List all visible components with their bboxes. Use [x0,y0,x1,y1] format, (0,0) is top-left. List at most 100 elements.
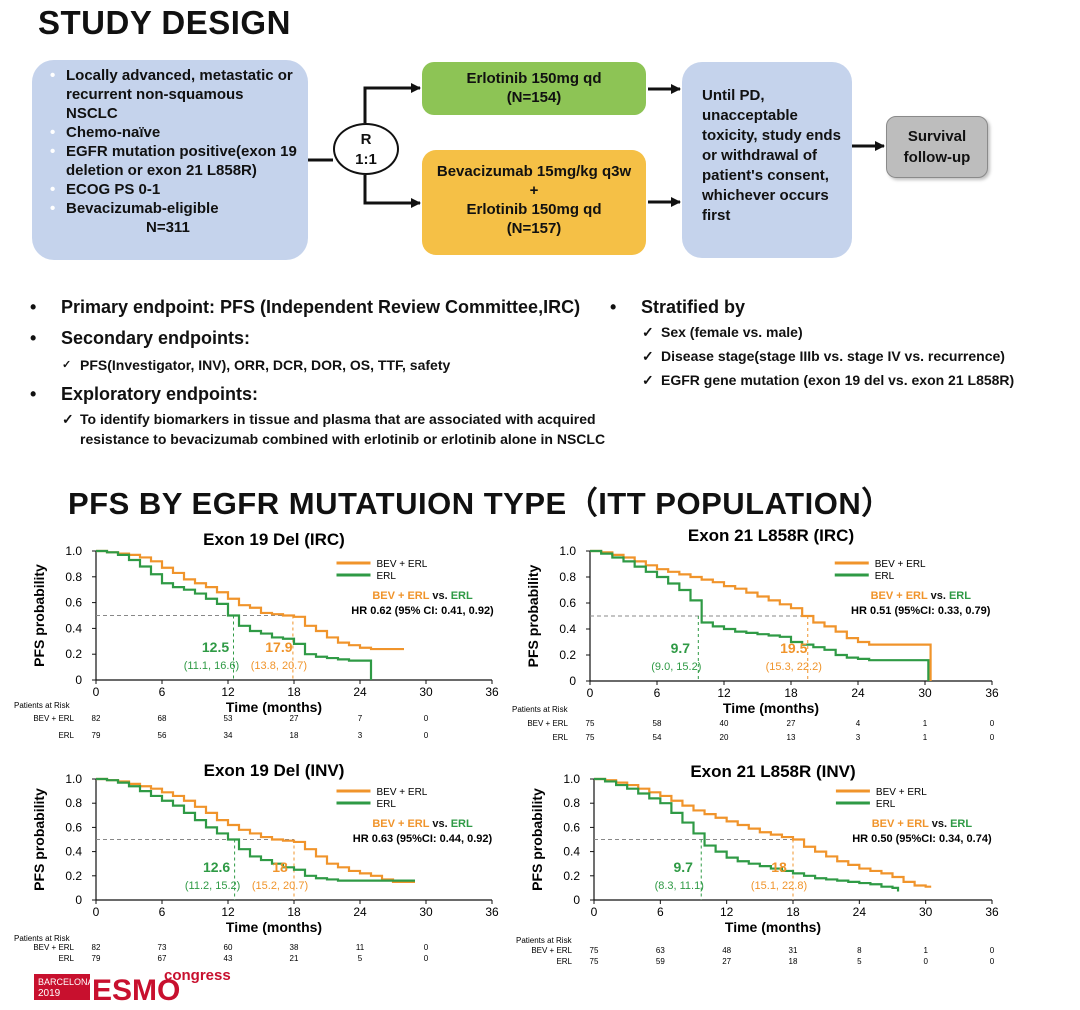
x-tick-label: 0 [93,905,100,919]
esmo-logo: BARCELONA 2019 ESMO congress [34,967,231,1006]
risk-count-bev: 82 [92,943,101,952]
bullet-icon: • [30,384,37,404]
risk-count-bev: 8 [857,946,862,955]
x-tick-label: 12 [717,686,731,700]
hr-vs-label: vs. [932,818,950,830]
y-tick-label: 0.8 [65,570,82,584]
median-bev-ci: (13.8, 20.7) [251,660,307,672]
risk-label-erl: ERL [58,731,74,740]
y-axis-label: PFS probability [31,564,47,667]
y-tick-label: 1.0 [65,772,82,786]
median-erl-ci: (11.1, 16.6) [184,660,239,672]
x-tick-label: 30 [919,905,933,919]
randomization-r: R [360,131,372,148]
risk-count-bev: 27 [290,714,299,723]
median-erl-ci: (11.2, 15.2) [185,880,240,892]
risk-count-bev: 60 [224,943,233,952]
risk-label-erl: ERL [556,957,572,966]
risk-count-bev: 40 [720,719,729,728]
bev-erl-curve [590,549,932,681]
risk-count-bev: 1 [923,719,928,728]
randomization-circle: R 1:1 [333,123,399,175]
x-tick-label: 30 [419,685,433,699]
check-icon: ✓ [62,411,74,427]
x-tick-label: 6 [654,686,661,700]
chart-title: Exon 19 Del (INV) [204,761,345,780]
risk-count-bev: 27 [787,719,796,728]
risk-header: Patients at Risk [14,701,71,710]
hr-vs-label: vs. [931,590,949,602]
x-tick-label: 18 [287,685,301,699]
x-tick-label: 18 [287,905,301,919]
esmo-year: 2019 [38,988,61,999]
bev-arm-drug: Bevacizumab 15mg/kg q3w [436,163,632,180]
risk-count-erl: 18 [789,957,798,966]
study-flow-arrows [308,83,885,208]
risk-count-erl: 43 [224,954,233,963]
hr-comparison: BEV + ERL vs. ERL [871,590,972,602]
median-erl-value: 9.7 [671,640,691,656]
check-icon: ✓ [62,359,72,371]
risk-label-bev: BEV + ERL [527,719,568,728]
risk-label-erl: ERL [552,733,568,742]
risk-count-erl: 34 [224,731,233,740]
y-tick-label: 0.8 [559,570,576,584]
risk-count-bev: 58 [653,719,662,728]
hr-erl-label: ERL [451,818,473,830]
x-tick-label: 0 [93,685,100,699]
risk-count-erl: 0 [923,957,928,966]
y-tick-label: 0.8 [65,796,82,810]
risk-count-bev: 0 [990,719,995,728]
x-tick-label: 30 [918,686,932,700]
hr-value: HR 0.51 (95%CI: 0.33, 0.79) [851,605,991,617]
bullet-icon: • [30,328,37,348]
randomization-ratio: 1:1 [355,151,377,168]
check-icon: ✓ [642,324,654,340]
risk-count-erl: 0 [990,733,995,742]
risk-label-bev: BEV + ERL [33,714,74,723]
risk-count-bev: 63 [656,946,665,955]
y-tick-label: 0 [569,674,576,688]
population-n: N=311 [146,219,190,236]
esmo-logo-badge [34,974,90,1000]
x-tick-label: 24 [353,905,367,919]
stratified-title: Stratified by [641,297,746,317]
risk-count-erl: 3 [856,733,861,742]
risk-count-erl: 75 [586,733,595,742]
population-box: Locally advanced, metastatic or recurren… [32,60,308,260]
risk-count-erl: 0 [424,731,429,740]
hr-erl-label: ERL [451,590,473,602]
pfs-section-title: PFS BY EGFR MUTATUION TYPE（ITT POPULATIO… [68,486,893,521]
exploratory-detail-1: To identify biomarkers in tissue and pla… [80,411,596,427]
median-erl-value: 12.6 [203,859,230,875]
x-tick-label: 6 [159,685,166,699]
risk-count-erl: 67 [158,954,167,963]
bev-erl-curve [96,549,404,651]
legend-label-bev: BEV + ERL [377,787,428,798]
population-list: Locally advanced, metastatic or recurren… [50,66,298,218]
hr-comparison: BEV + ERL vs. ERL [372,590,473,602]
bev-arm-drug2: Erlotinib 150mg qd [466,201,602,218]
y-tick-label: 1.0 [65,544,82,558]
median-erl-ci: (8.3, 11.1) [655,880,704,892]
median-bev-value: 19.5 [780,640,807,656]
median-erl-value: 12.5 [202,639,229,655]
y-tick-label: 0 [75,673,82,687]
hr-value: HR 0.50 (95%CI: 0.34, 0.74) [852,833,992,845]
y-tick-label: 0.6 [563,820,580,834]
risk-count-erl: 3 [358,731,363,740]
y-axis-label: PFS probability [529,788,545,891]
risk-count-bev: 11 [356,943,365,952]
y-tick-label: 0.2 [65,647,82,661]
stratified-item: Sex (female vs. male) [661,324,803,340]
legend-label-erl: ERL [876,799,896,810]
hr-value: HR 0.62 (95% CI: 0.41, 0.92) [351,605,494,617]
x-tick-label: 0 [587,686,594,700]
population-item: ECOG PS 0-1 [50,180,298,199]
primary-endpoint: Primary endpoint: PFS (Independent Revie… [61,297,581,317]
x-tick-label: 18 [786,905,800,919]
risk-count-erl: 79 [92,731,101,740]
population-item: Bevacizumab-eligible [50,199,298,218]
median-bev-value: 17.9 [265,639,292,655]
y-tick-label: 1.0 [563,772,580,786]
